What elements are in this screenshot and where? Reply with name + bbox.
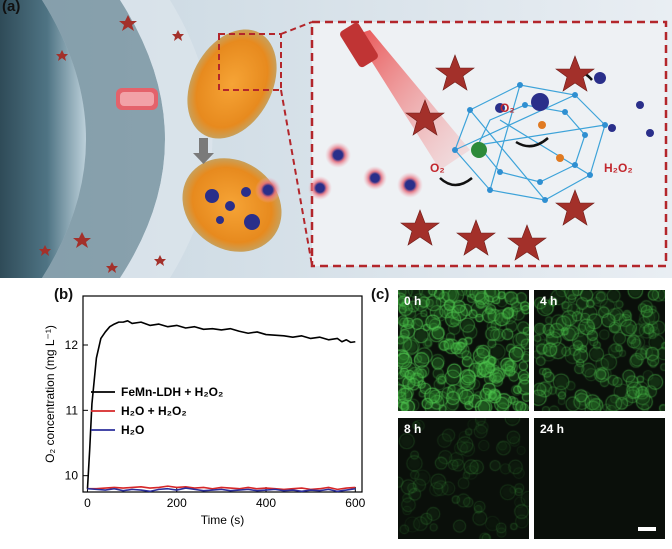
micro-image-0h: 0 h [398, 290, 529, 411]
series-line-2 [87, 487, 356, 493]
o2-label-lower: O₂ [430, 161, 445, 175]
transform-arrow [193, 138, 214, 164]
ldh-nanocarrier-top [187, 29, 277, 139]
time-label: 24 h [540, 422, 565, 436]
x-axis-label: Time (s) [201, 513, 245, 527]
y-tick-label: 11 [66, 403, 79, 417]
membrane-star-markers [39, 15, 184, 273]
fluorescence-image [398, 290, 529, 411]
h2o2-label: H₂O₂ [604, 161, 633, 175]
x-tick-label: 200 [167, 496, 187, 510]
microscopy-grid: 0 h 4 h 8 h 24 h [398, 290, 672, 542]
legend-label: H₂O [121, 423, 144, 437]
panel-a-label: (a) [2, 0, 21, 15]
oxygen-particles [255, 142, 423, 203]
x-tick-label: 0 [84, 496, 91, 510]
x-tick-label: 600 [345, 496, 365, 510]
fluorescence-image [398, 418, 529, 539]
schematic-panel: O₂ O₂ H₂O₂ (a) [0, 0, 672, 278]
time-label: 0 h [404, 294, 422, 308]
y-tick-label: 10 [65, 469, 79, 483]
x-tick-label: 400 [256, 496, 276, 510]
y-tick-label: 12 [65, 338, 79, 352]
fluorescence-image [534, 290, 665, 411]
scale-bar [638, 527, 656, 531]
chart-svg: 0 200 400 600 10 11 12 Time (s) O₂ concentration… [43, 295, 366, 527]
fluorescence-image [534, 418, 665, 539]
cell-membrane [0, 0, 86, 278]
zoom-inset [310, 20, 668, 268]
schematic-illustration: O₂ O₂ H₂O₂ [0, 0, 672, 278]
series-line-0 [86, 320, 356, 489]
legend-label: FeMn-LDH + H₂O₂ [121, 385, 223, 399]
y-axis-label: O₂ concentration (mg L⁻¹) [43, 325, 57, 463]
micro-image-4h: 4 h [534, 290, 665, 411]
legend-label: H₂O + H₂O₂ [121, 404, 187, 418]
o2-concentration-chart: 0 200 400 600 10 11 12 Time (s) O₂ concentration… [40, 282, 372, 544]
time-label: 4 h [540, 294, 558, 308]
inset-stars [400, 54, 595, 261]
laser-beam [340, 22, 470, 170]
plot-frame [82, 295, 363, 493]
time-label: 8 h [404, 422, 422, 436]
zoom-region [218, 33, 282, 91]
panel-c-label: (c) [371, 286, 390, 303]
micro-image-8h: 8 h [398, 418, 529, 539]
panel-b-label: (b) [54, 286, 74, 303]
micro-image-24h: 24 h [534, 418, 665, 539]
o2-label-upper: O₂ [500, 101, 515, 115]
